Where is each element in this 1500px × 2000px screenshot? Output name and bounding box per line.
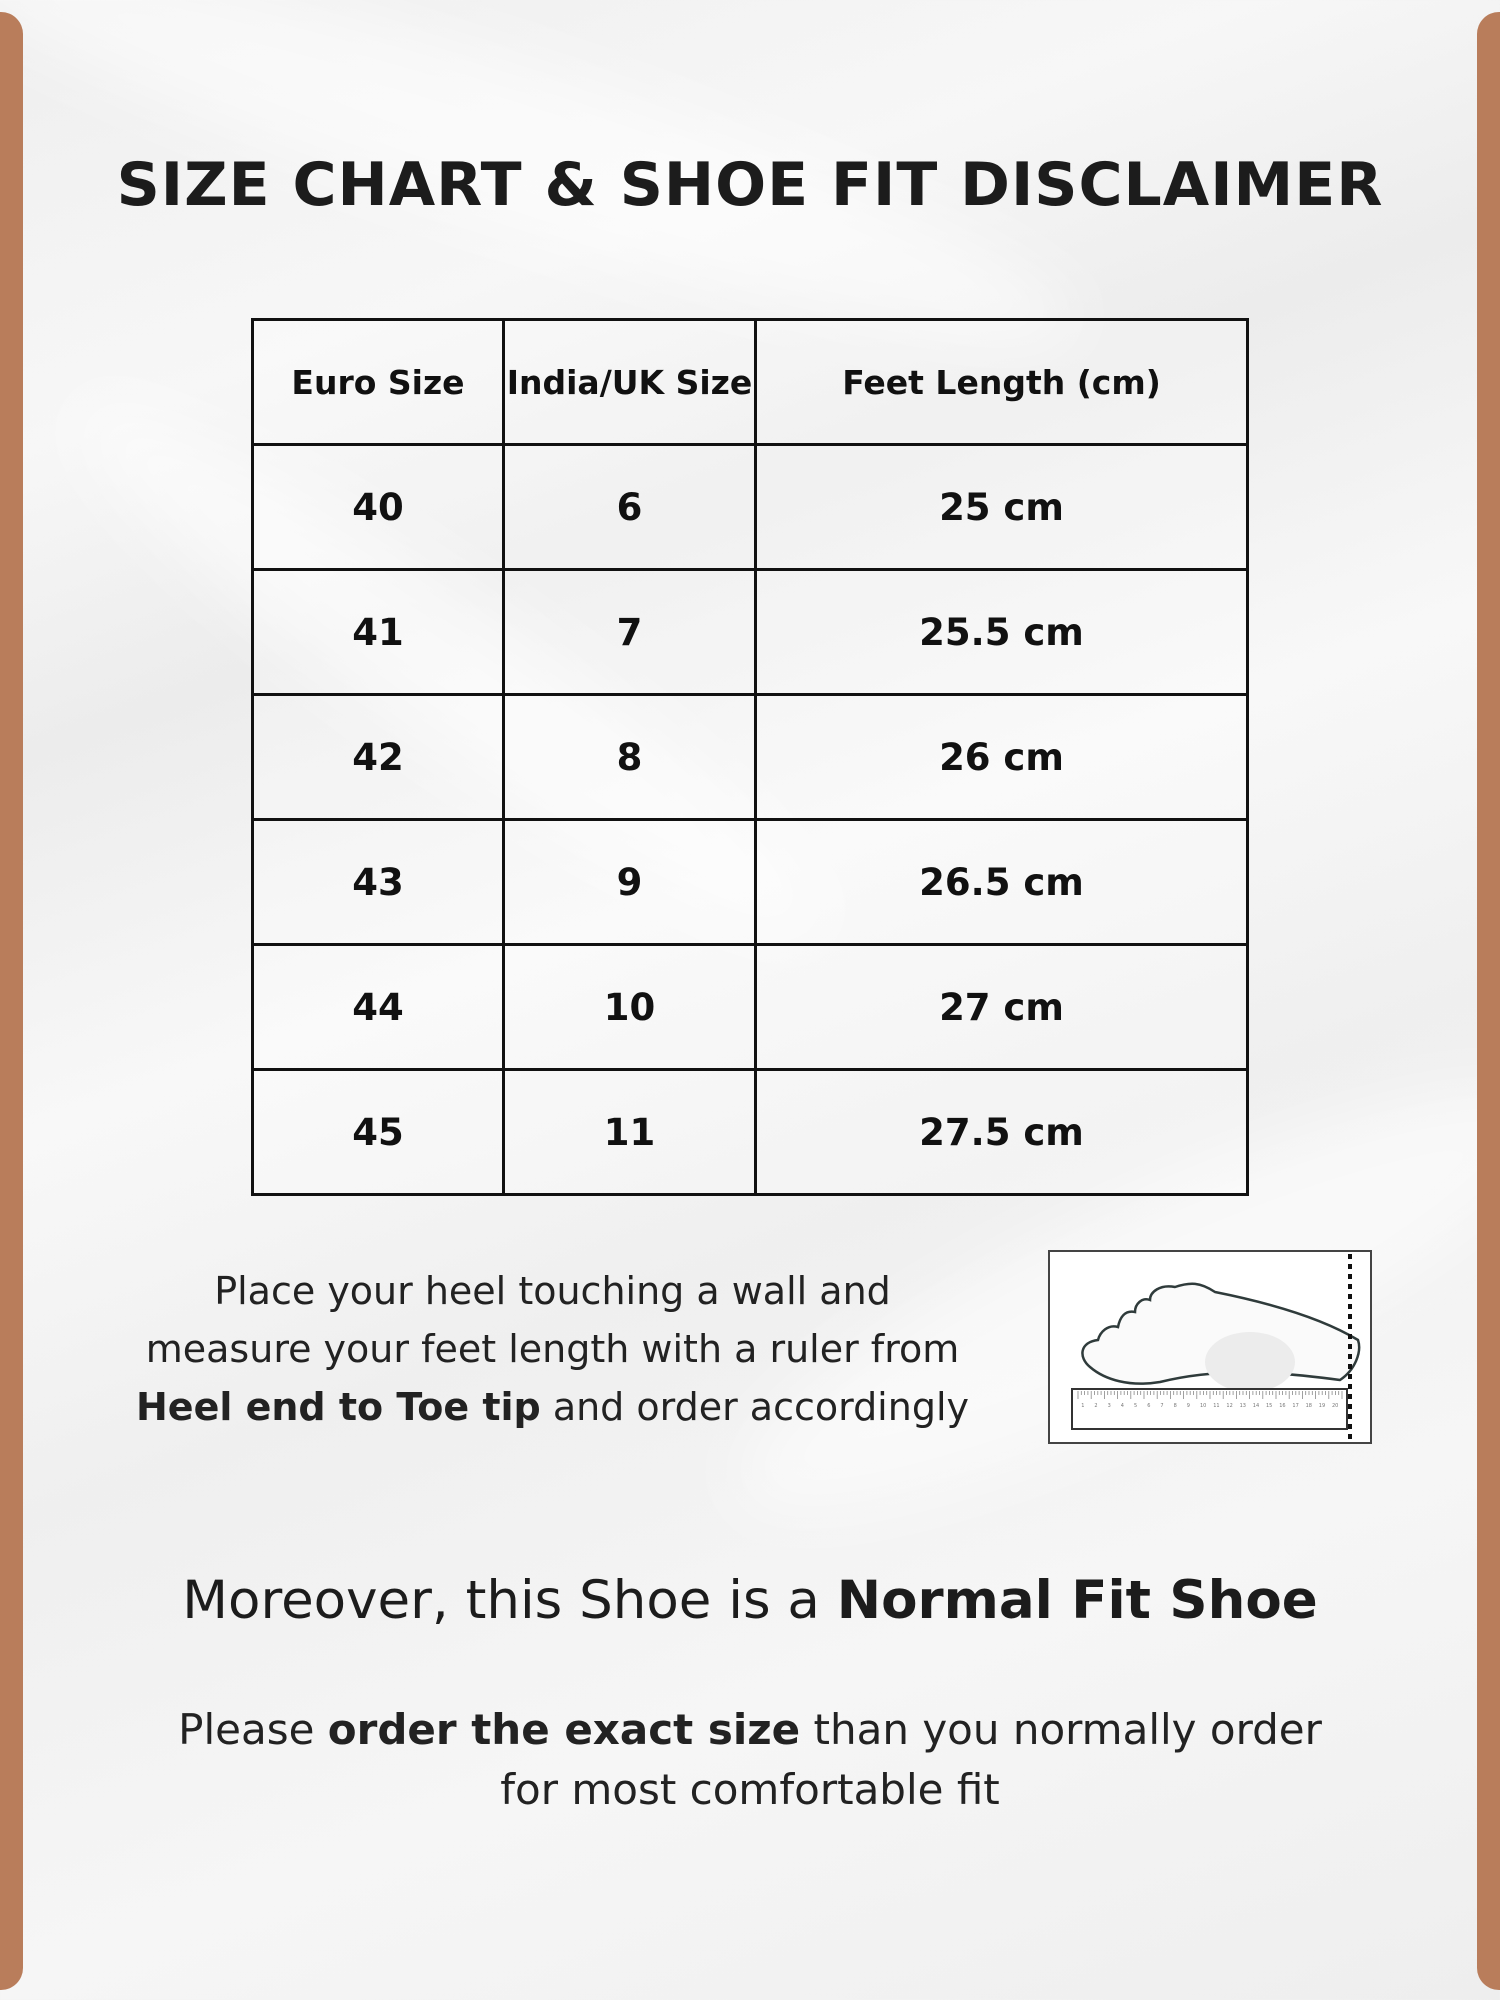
euro-size-cell: 42: [251, 693, 505, 821]
ruler-mark-label: 18: [1306, 1403, 1312, 1409]
ruler-mark-label: 4: [1121, 1403, 1124, 1409]
advice-line: Please order the exact size than you nor…: [150, 1700, 1350, 1760]
ruler-mark-label: 17: [1292, 1403, 1298, 1409]
advice-emphasis: order the exact size: [327, 1705, 801, 1754]
instruction-line: Place your heel touching a wall and: [214, 1269, 891, 1313]
ruler-mark-label: 2: [1094, 1403, 1097, 1409]
feet-length-cell: 27 cm: [754, 943, 1249, 1071]
measurement-instructions: Place your heel touching a wall and meas…: [130, 1262, 975, 1436]
instruction-text: and order accordingly: [540, 1385, 969, 1429]
fit-type: Normal Fit Shoe: [836, 1570, 1318, 1631]
euro-size-cell: 44: [251, 943, 505, 1071]
feet-length-cell: 25.5 cm: [754, 568, 1249, 696]
table-row: 45 11 27.5 cm: [251, 1068, 1249, 1196]
right-accent-bar: [1477, 12, 1500, 1990]
page-title: SIZE CHART & SHOE FIT DISCLAIMER: [116, 150, 1384, 220]
ruler-mark-label: 14: [1253, 1403, 1259, 1409]
header-euro-size: Euro Size: [251, 318, 505, 446]
ruler-mark-label: 20: [1332, 1403, 1338, 1409]
ruler-mark-label: 5: [1134, 1403, 1137, 1409]
table-row: 44 10 27 cm: [251, 943, 1249, 1071]
euro-size-cell: 45: [251, 1068, 505, 1196]
ruler-mark-label: 16: [1279, 1403, 1285, 1409]
ruler-mark-label: 3: [1108, 1403, 1111, 1409]
header-india-uk-size: India/UK Size: [502, 318, 757, 446]
feet-length-cell: 26.5 cm: [754, 818, 1249, 946]
table-row: 40 6 25 cm: [251, 443, 1249, 571]
table-row: 42 8 26 cm: [251, 693, 1249, 821]
ruler-mark-label: 12: [1226, 1403, 1232, 1409]
table-header-row: Euro Size India/UK Size Feet Length (cm): [251, 318, 1249, 446]
left-accent-bar: [0, 12, 23, 1990]
table-row: 43 9 26.5 cm: [251, 818, 1249, 946]
india-uk-size-cell: 9: [502, 818, 757, 946]
euro-size-cell: 40: [251, 443, 505, 571]
feet-length-cell: 27.5 cm: [754, 1068, 1249, 1196]
instruction-line: measure your feet length with a ruler fr…: [145, 1327, 960, 1371]
india-uk-size-cell: 11: [502, 1068, 757, 1196]
ruler-mark-label: 9: [1187, 1403, 1190, 1409]
advice-suffix: than you normally order: [800, 1705, 1322, 1754]
header-feet-length: Feet Length (cm): [754, 318, 1249, 446]
ruler-mark-label: 19: [1319, 1403, 1325, 1409]
size-chart-table: Euro Size India/UK Size Feet Length (cm)…: [251, 318, 1249, 1196]
ruler-mark-label: 1: [1081, 1403, 1084, 1409]
ruler-mark-label: 6: [1147, 1403, 1150, 1409]
euro-size-cell: 43: [251, 818, 505, 946]
fit-statement: Moreover, this Shoe is a Normal Fit Shoe: [0, 1570, 1500, 1631]
size-advice: Please order the exact size than you nor…: [150, 1700, 1350, 1820]
feet-length-cell: 26 cm: [754, 693, 1249, 821]
ruler-mark-label: 13: [1240, 1403, 1246, 1409]
advice-line: for most comfortable fit: [500, 1765, 1000, 1814]
table-row: 41 7 25.5 cm: [251, 568, 1249, 696]
india-uk-size-cell: 8: [502, 693, 757, 821]
fit-prefix: Moreover, this Shoe is a: [182, 1570, 837, 1631]
ruler-mark-label: 11: [1213, 1403, 1219, 1409]
india-uk-size-cell: 7: [502, 568, 757, 696]
foot-on-ruler-icon: 1 2 3 4 5 6 7 8 9 10 11 12 13 14 15 16 17 18 19 20: [1048, 1250, 1372, 1444]
euro-size-cell: 41: [251, 568, 505, 696]
ruler-mark-label: 7: [1160, 1403, 1163, 1409]
ruler-mark-label: 8: [1174, 1403, 1177, 1409]
ruler-ticks: 1 2 3 4 5 6 7 8 9 10 11 12 13 14 15 16 17 18 19 20: [1077, 1391, 1343, 1409]
india-uk-size-cell: 10: [502, 943, 757, 1071]
instruction-line: Heel end to Toe tip and order accordingl…: [130, 1378, 975, 1436]
instruction-emphasis: Heel end to Toe tip: [136, 1385, 541, 1429]
advice-prefix: Please: [178, 1705, 328, 1754]
ruler-mark-label: 15: [1266, 1403, 1272, 1409]
ruler-mark-label: 10: [1200, 1403, 1206, 1409]
feet-length-cell: 25 cm: [754, 443, 1249, 571]
india-uk-size-cell: 6: [502, 443, 757, 571]
